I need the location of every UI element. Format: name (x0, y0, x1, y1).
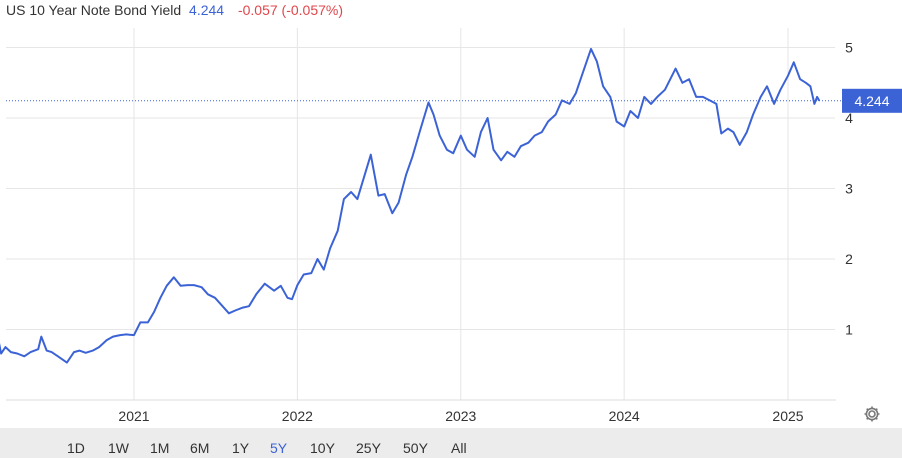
yield-line-chart[interactable]: 1 2 3 4 5 2021 2022 2023 2024 2025 4.244 (0, 0, 902, 428)
x-tick-label: 2025 (772, 408, 803, 424)
range-button-50y[interactable]: 50Y (403, 440, 428, 456)
range-button-1m[interactable]: 1M (150, 440, 170, 456)
x-axis: 2021 2022 2023 2024 2025 (118, 408, 803, 424)
gear-icon[interactable] (862, 404, 882, 424)
range-button-25y[interactable]: 25Y (356, 440, 381, 456)
series-line[interactable] (0, 47, 821, 364)
instrument-name: US 10 Year Note Bond Yield (6, 2, 182, 18)
range-button-5y[interactable]: 5Y (270, 440, 288, 456)
range-button-all[interactable]: All (451, 440, 467, 456)
last-value-badge (842, 88, 902, 113)
y-axis: 1 2 3 4 5 (845, 40, 853, 338)
range-button-1w[interactable]: 1W (108, 440, 129, 456)
chart-header: US 10 Year Note Bond Yield 4.244 -0.057 … (6, 2, 343, 18)
range-button-1y[interactable]: 1Y (232, 440, 250, 456)
range-button-6m[interactable]: 6M (190, 440, 210, 456)
x-tick-label: 2023 (445, 408, 476, 424)
grid (6, 28, 836, 401)
last-value-marker: 4.244 (6, 88, 902, 113)
change-value: -0.057 (-0.057%) (237, 2, 344, 18)
y-tick-label: 5 (845, 40, 853, 56)
range-button-10y[interactable]: 10Y (310, 440, 335, 456)
last-value-label: 4.244 (854, 93, 889, 109)
time-range-selector: 1D 1W 1M 6M 1Y 5Y 10Y 25Y 50Y All (0, 428, 902, 458)
y-tick-label: 3 (845, 181, 853, 197)
x-tick-label: 2022 (282, 408, 313, 424)
range-button-1d[interactable]: 1D (67, 440, 85, 456)
y-tick-label: 2 (845, 251, 853, 267)
y-tick-label: 1 (845, 322, 853, 338)
current-value: 4.244 (189, 2, 225, 18)
series-layer (0, 47, 821, 364)
y-tick-label: 4 (845, 110, 853, 126)
x-tick-label: 2021 (118, 408, 149, 424)
x-tick-label: 2024 (609, 408, 640, 424)
